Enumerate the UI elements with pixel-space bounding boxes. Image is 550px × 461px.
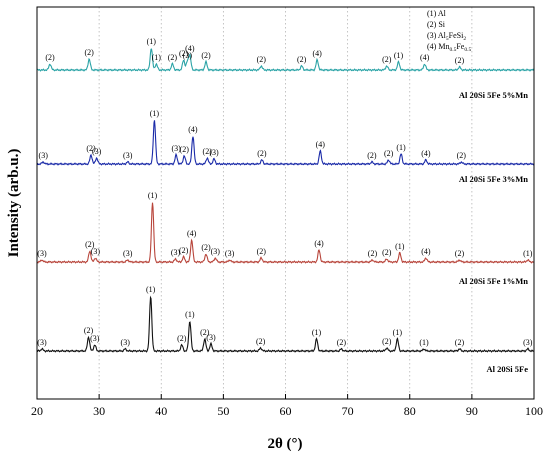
peak-tag-2-5: (3) [171, 248, 181, 257]
peak-tag-2-8: (2) [201, 243, 211, 252]
peak-tag-3-11: (2) [337, 338, 347, 347]
peak-tag-3-13: (1) [393, 328, 403, 337]
peak-tag-1-6: (2) [180, 145, 190, 154]
x-tick-label-50: 50 [217, 404, 229, 418]
peak-tag-0-7: (4) [185, 44, 195, 53]
peak-tag-1-3: (3) [123, 151, 133, 160]
x-tick-label-80: 80 [404, 404, 416, 418]
x-tick-label-30: 30 [93, 404, 105, 418]
peak-tag-3-9: (2) [256, 337, 266, 346]
legend: (1) Al (2) Si (3) Al5FeSi2(4) Mn0.5Fe0.5 [427, 9, 471, 53]
x-tick-label-90: 90 [466, 404, 478, 418]
peak-tag-1-7: (4) [188, 125, 198, 134]
peak-tag-2-12: (4) [314, 239, 324, 248]
peak-tag-1-13: (2) [384, 149, 394, 158]
peak-tag-1-14: (1) [396, 143, 406, 152]
peak-tag-2-11: (2) [257, 247, 267, 256]
peak-tag-2-2: (3) [91, 247, 101, 256]
series-line-2 [36, 202, 535, 264]
peak-tag-2-3: (3) [123, 249, 133, 258]
peak-tag-3-12: (2) [382, 337, 392, 346]
series-traces [36, 48, 535, 353]
peak-tag-2-10: (3) [225, 249, 235, 258]
legend-item-0: (1) Al [427, 9, 447, 18]
peak-tag-3-7: (2) [200, 328, 210, 337]
peak-tag-2-16: (4) [421, 247, 431, 256]
legend-item-1: (2) Si [427, 20, 446, 29]
peak-tag-0-0: (2) [45, 53, 55, 62]
peak-tag-3-4: (1) [146, 285, 156, 294]
peak-tag-0-9: (2) [257, 55, 267, 64]
peak-tag-3-8: (3) [206, 333, 216, 342]
peak-tag-3-5: (2) [177, 334, 187, 343]
legend-item-3: (4) Mn0.5Fe0.5 [427, 42, 471, 53]
peak-tag-3-2: (3) [90, 334, 100, 343]
x-tick-label-70: 70 [342, 404, 354, 418]
peak-tag-1-1: (2) [86, 144, 96, 153]
series-line-0 [36, 48, 535, 72]
sample-label-2: Al 20Si 5Fe 1%Mn [459, 276, 528, 286]
peak-tag-2-9: (3) [211, 247, 221, 256]
peak-tag-1-15: (4) [421, 149, 431, 158]
peak-tag-0-8: (2) [201, 51, 211, 60]
peak-tag-0-11: (4) [313, 49, 323, 58]
peak-tag-0-10: (2) [297, 55, 307, 64]
peak-tag-2-15: (1) [395, 242, 405, 251]
peak-tag-1-9: (3) [209, 148, 219, 157]
peak-tag-2-7: (4) [187, 229, 197, 238]
peak-tag-1-11: (4) [316, 140, 326, 149]
peak-tag-2-17: (2) [455, 249, 465, 258]
peak-tag-1-0: (3) [39, 151, 49, 160]
sample-label-0: Al 20Si 5Fe 5%Mn [459, 90, 528, 100]
x-tick-label-20: 20 [31, 404, 43, 418]
peak-tag-2-4: (1) [148, 191, 158, 200]
peak-tag-1-12: (2) [367, 151, 377, 160]
sample-labels: Al 20Si 5Fe 5%Mn Al 20Si 5Fe 3%Mn Al 20Si … [459, 90, 528, 374]
peak-tag-0-13: (1) [394, 51, 404, 60]
peak-tag-0-1: (2) [85, 48, 95, 57]
series-line-1 [36, 120, 535, 166]
peak-tag-0-6: (3) [183, 51, 193, 60]
sample-label-3: Al 20Si 5Fe [486, 364, 528, 374]
peak-tag-3-16: (3) [523, 338, 533, 347]
peak-tag-3-14: (1) [419, 338, 429, 347]
gridlines [98, 7, 473, 399]
peak-tag-1-2: (3) [92, 147, 102, 156]
peak-tag-2-1: (2) [85, 240, 95, 249]
peak-tags: (2)(2)(1)(1) (2) (2)(3)(4)(2) (2) (2)(4)(2)(… [37, 37, 532, 347]
peak-tag-0-3: (1) [152, 53, 162, 62]
peak-tag-3-10: (1) [312, 328, 322, 337]
series-line-3 [36, 295, 535, 353]
y-axis-title: Intensity (arb.u.) [6, 149, 22, 258]
peak-tag-0-2: (1) [147, 37, 157, 46]
peak-tag-3-0: (3) [37, 338, 47, 347]
peak-tag-0-5: (2) [179, 49, 189, 58]
peak-tag-3-1: (2) [84, 326, 94, 335]
peak-tag-2-18: (1) [523, 249, 533, 258]
peak-tag-1-5: (3) [171, 144, 181, 153]
x-axis-ticks: 20 30 40 50 60 70 80 90 100 [31, 394, 543, 418]
peak-tag-3-15: (2) [455, 338, 465, 347]
x-axis-title: 2θ (°) [267, 436, 302, 452]
peak-tag-2-14: (2) [382, 248, 392, 257]
peak-tag-0-4: (2) [168, 53, 178, 62]
legend-item-2: (3) Al5FeSi2 [427, 31, 466, 42]
x-tick-label-100: 100 [525, 404, 543, 418]
peak-tag-0-12: (2) [382, 55, 392, 64]
peak-tag-1-8: (2) [203, 147, 213, 156]
peak-tag-3-3: (3) [121, 338, 131, 347]
peak-tag-2-0: (3) [37, 249, 47, 258]
peak-tag-0-15: (2) [455, 56, 465, 65]
x-tick-label-60: 60 [280, 404, 292, 418]
sample-label-1: Al 20Si 5Fe 3%Mn [459, 174, 528, 184]
peak-tag-0-14: (4) [420, 53, 430, 62]
peak-tag-2-6: (2) [179, 246, 189, 255]
x-tick-label-40: 40 [155, 404, 167, 418]
peak-tag-1-16: (2) [457, 151, 467, 160]
peak-tag-3-6: (1) [185, 310, 195, 319]
peak-tag-2-13: (2) [368, 249, 378, 258]
peak-tag-1-10: (2) [257, 149, 267, 158]
peak-tag-1-4: (1) [150, 109, 160, 118]
